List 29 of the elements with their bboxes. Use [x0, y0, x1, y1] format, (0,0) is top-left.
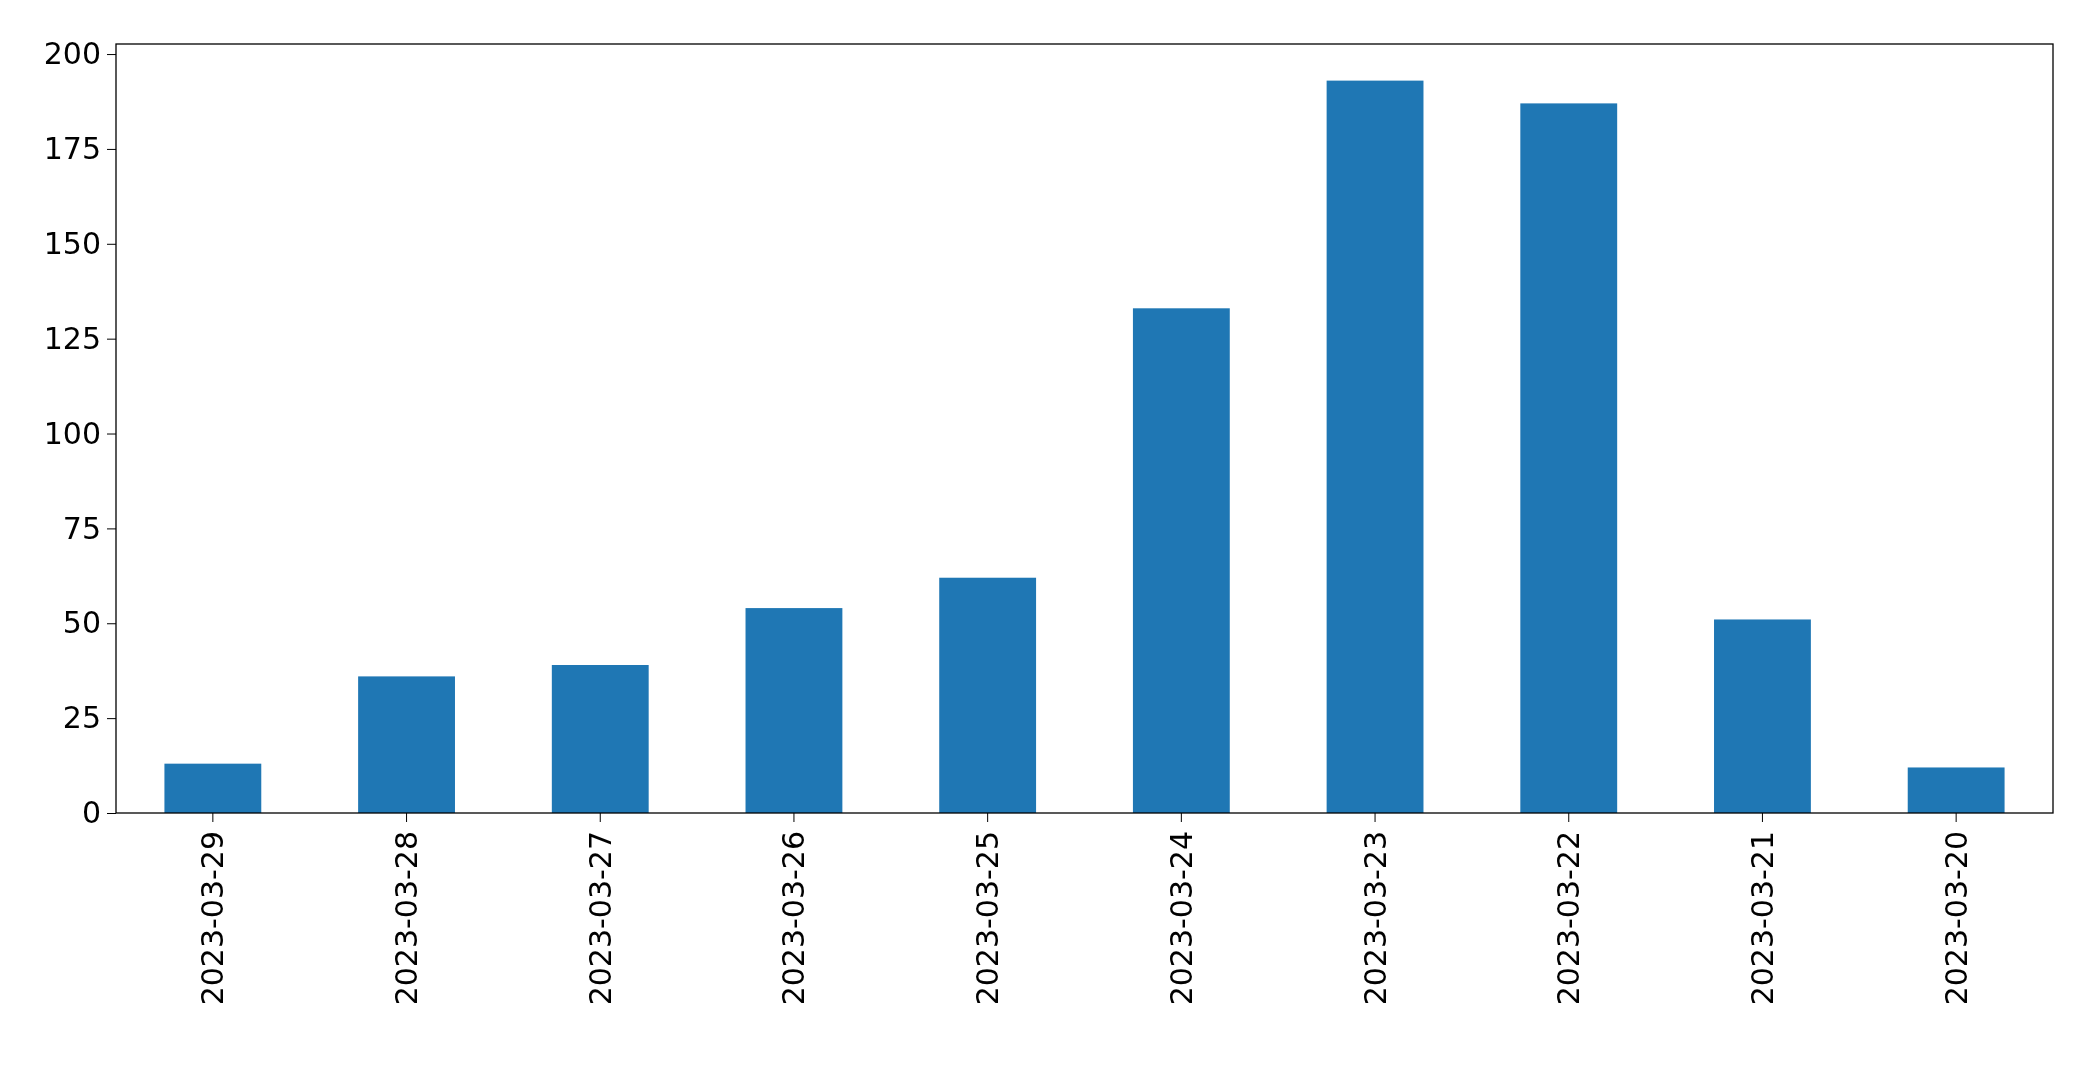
bar	[1132, 308, 1230, 813]
bar	[745, 608, 843, 813]
y-tick-label: 200	[43, 36, 101, 72]
x-tick-label: 2023-03-26	[776, 831, 812, 1006]
x-tick-label: 2023-03-22	[1551, 831, 1587, 1006]
bar	[1520, 103, 1618, 813]
x-tick-label: 2023-03-25	[970, 831, 1006, 1006]
bar	[551, 665, 649, 813]
y-tick-label: 175	[43, 131, 101, 167]
bar	[939, 577, 1037, 813]
bar	[1714, 619, 1811, 813]
y-tick-label: 125	[43, 320, 101, 356]
x-tick-label: 2023-03-23	[1357, 831, 1393, 1006]
x-tick-label: 2023-03-27	[582, 831, 618, 1006]
x-tick-label: 2023-03-28	[389, 831, 425, 1006]
x-tick-label: 2023-03-29	[195, 831, 231, 1006]
x-tick-label: 2023-03-21	[1744, 831, 1780, 1006]
bar	[1907, 767, 2005, 813]
x-tick-label: 2023-03-20	[1938, 831, 1974, 1006]
x-tick-label: 2023-03-24	[1163, 831, 1199, 1006]
y-tick-label: 75	[62, 510, 101, 546]
y-tick-label: 25	[62, 700, 101, 736]
y-tick-label: 100	[43, 415, 101, 451]
y-tick-label: 150	[43, 225, 101, 261]
bar	[164, 763, 262, 813]
bar	[358, 676, 455, 813]
bar	[1326, 80, 1424, 813]
y-tick-label: 50	[62, 605, 101, 641]
y-tick-label: 0	[81, 795, 101, 831]
